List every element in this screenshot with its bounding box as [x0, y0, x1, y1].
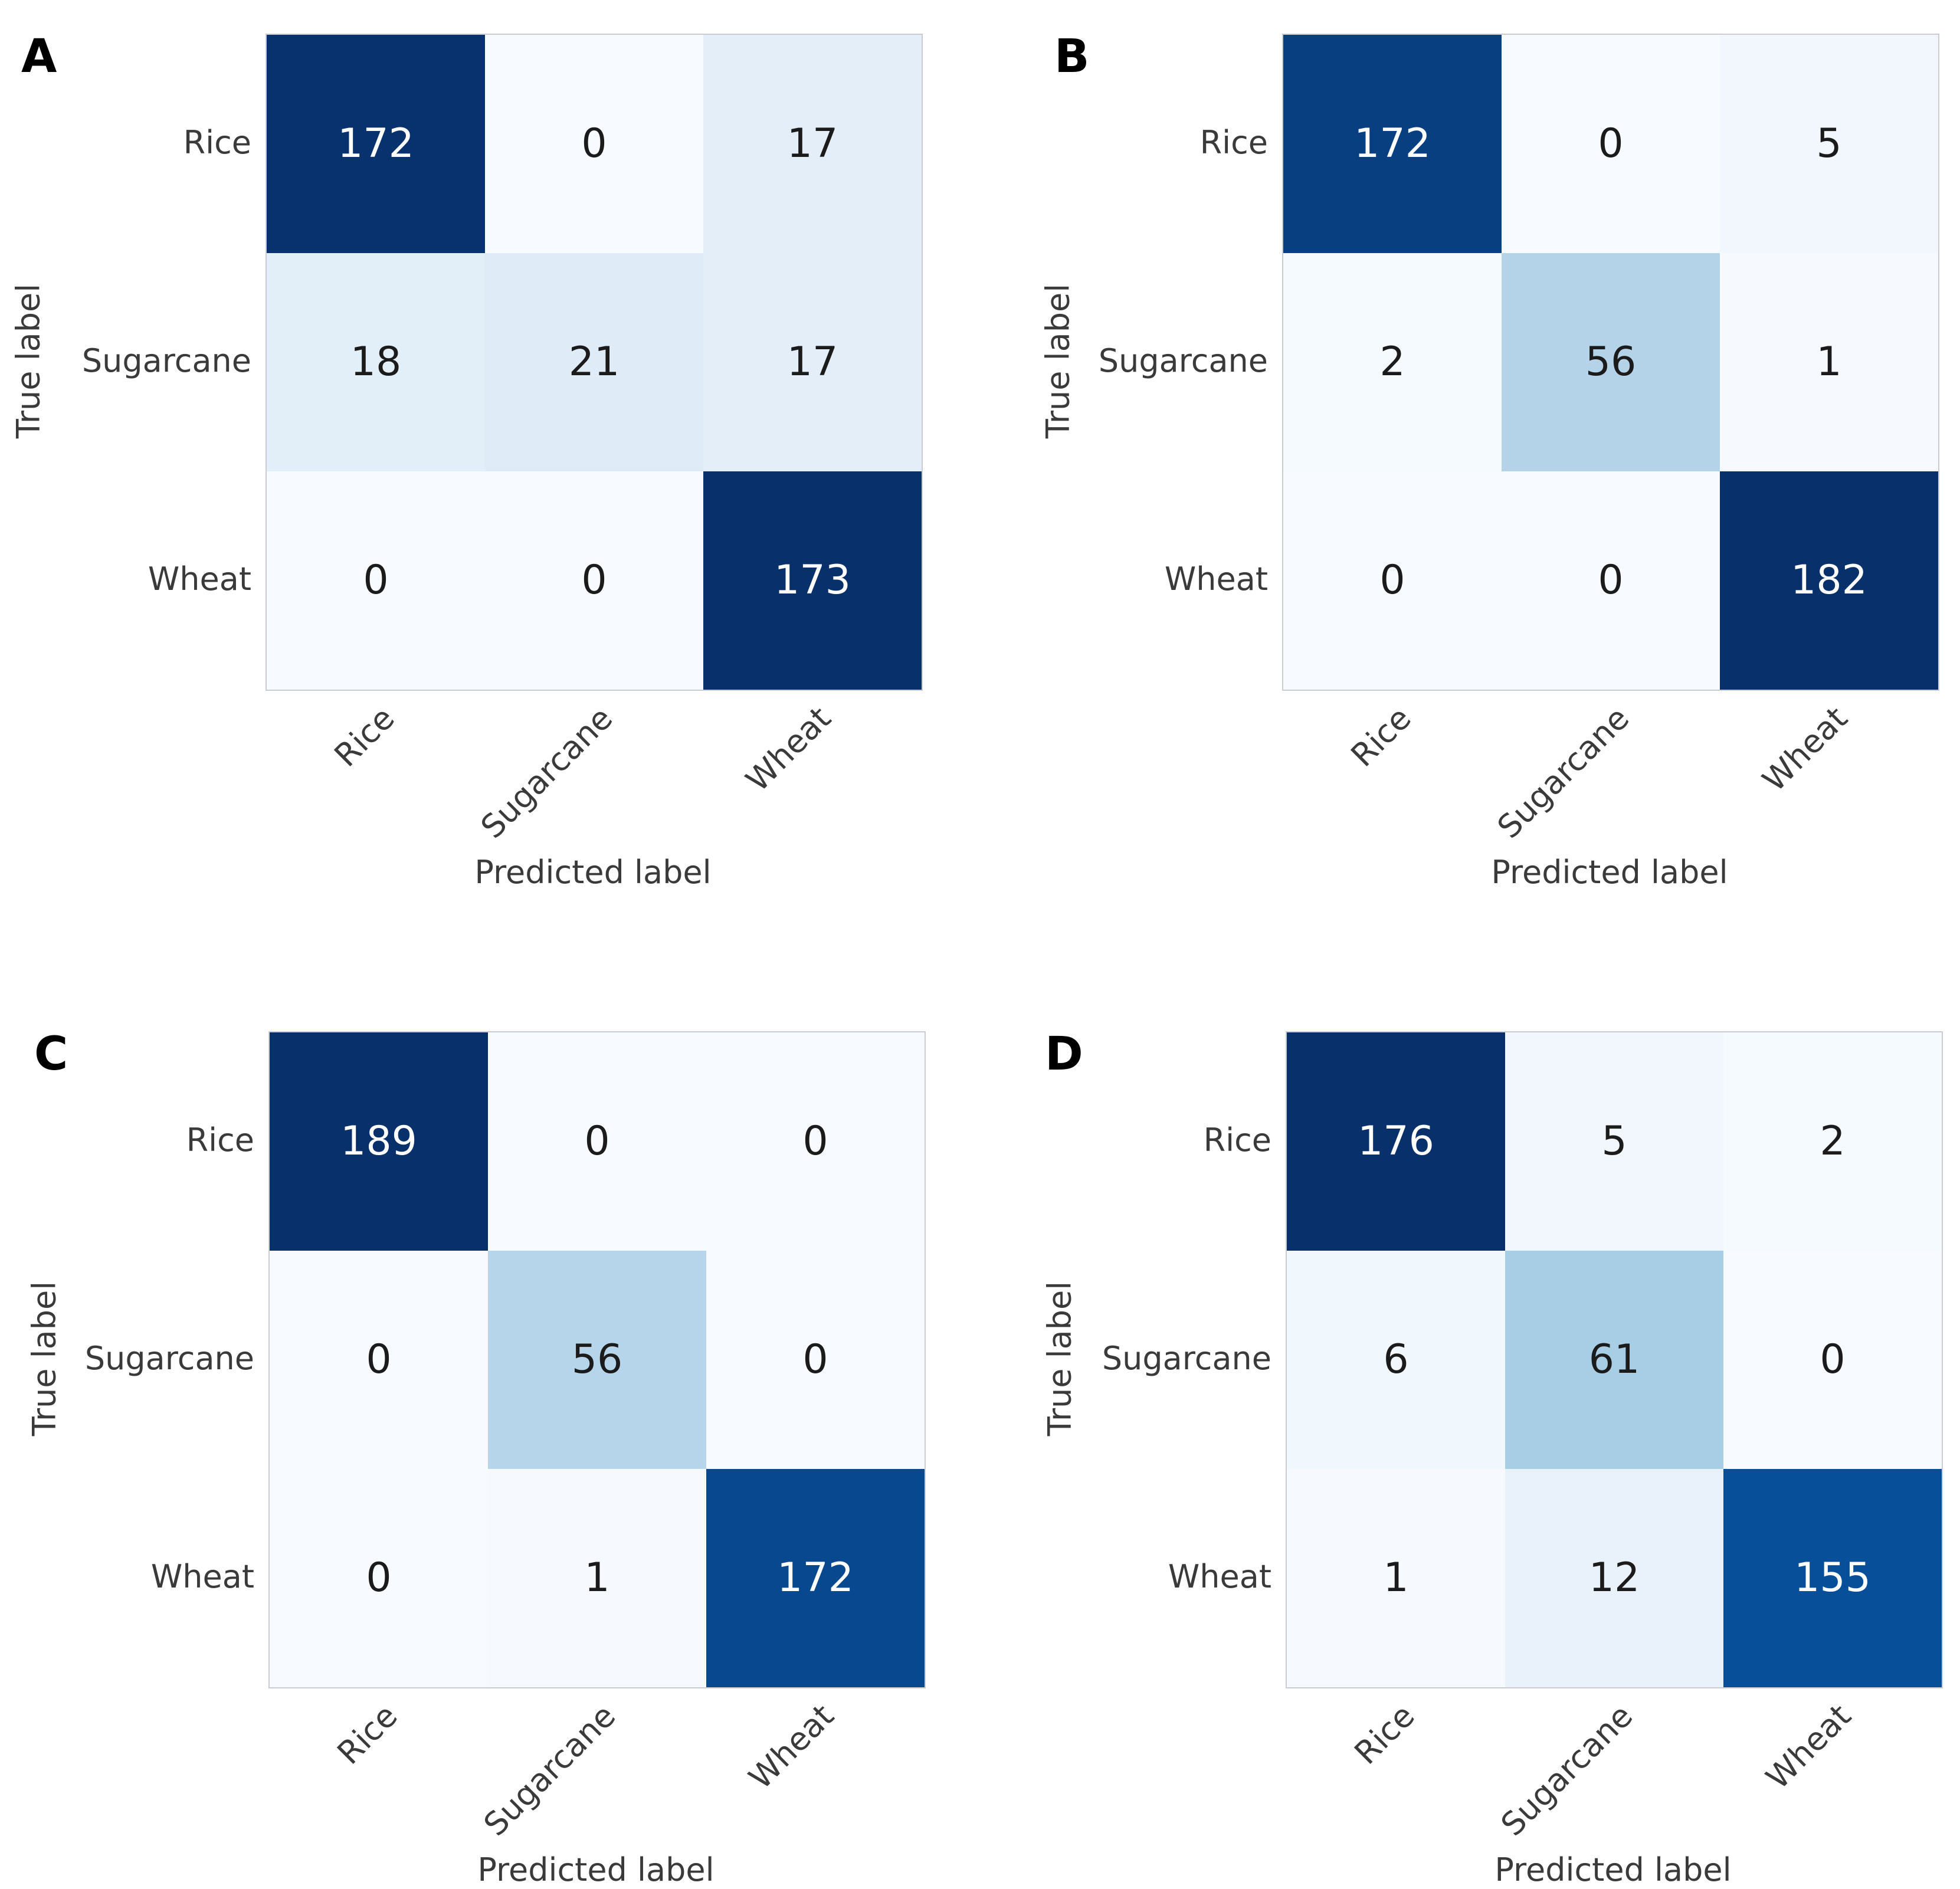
matrix-cell: 12 — [1505, 1469, 1723, 1687]
matrix-cell: 182 — [1720, 471, 1938, 690]
y-tick-sugarcane: Sugarcane — [1098, 342, 1268, 379]
y-tick-rice: Rice — [186, 1121, 254, 1159]
y-tick-wheat: Wheat — [150, 1558, 254, 1595]
x-tick-wheat: Wheat — [1755, 699, 1855, 799]
x-tick-wheat: Wheat — [1758, 1697, 1859, 1797]
y-tick-rice: Rice — [1199, 124, 1268, 161]
x-axis-title: Predicted label — [1491, 854, 1728, 891]
confusion-matrix: 172 0 17 18 21 17 0 0 173 — [266, 34, 923, 691]
x-tick-rice: Rice — [330, 1697, 405, 1772]
matrix-cell: 0 — [488, 1032, 706, 1251]
matrix-cell: 18 — [267, 253, 485, 471]
matrix-cell: 17 — [703, 35, 922, 253]
matrix-cell: 173 — [703, 471, 922, 690]
matrix-cell: 6 — [1287, 1251, 1505, 1469]
x-tick-wheat: Wheat — [738, 699, 838, 799]
y-tick-wheat: Wheat — [1164, 560, 1268, 598]
matrix-cell: 17 — [703, 253, 922, 471]
panel-b: B True label Rice Sugarcane Wheat 172 0 … — [980, 0, 1960, 944]
y-tick-sugarcane: Sugarcane — [1102, 1340, 1271, 1377]
x-axis-title: Predicted label — [1494, 1851, 1732, 1888]
matrix-cell: 5 — [1720, 35, 1938, 253]
matrix-cell: 172 — [706, 1469, 925, 1687]
matrix-cell: 176 — [1287, 1032, 1505, 1251]
matrix-cell: 0 — [1502, 471, 1720, 690]
matrix-cell: 5 — [1505, 1032, 1723, 1251]
matrix-cell: 0 — [1723, 1251, 1942, 1469]
panel-a-letter: A — [21, 30, 57, 83]
matrix-cell: 0 — [1502, 35, 1720, 253]
matrix-cell: 0 — [267, 471, 485, 690]
x-axis-title: Predicted label — [474, 854, 712, 891]
x-tick-rice: Rice — [327, 699, 402, 774]
confusion-matrix: 176 5 2 6 61 0 1 12 155 — [1286, 1031, 1943, 1688]
x-tick-sugarcane: Sugarcane — [476, 1697, 623, 1844]
confusion-matrix: 172 0 5 2 56 1 0 0 182 — [1282, 34, 1939, 691]
matrix-cell: 1 — [1287, 1469, 1505, 1687]
matrix-cell: 56 — [1502, 253, 1720, 471]
y-tick-sugarcane: Sugarcane — [84, 1340, 254, 1377]
matrix-cell: 0 — [270, 1251, 488, 1469]
matrix-cell: 21 — [485, 253, 703, 471]
matrix-cell: 0 — [706, 1251, 925, 1469]
x-tick-sugarcane: Sugarcane — [473, 699, 620, 846]
matrix-cell: 2 — [1283, 253, 1502, 471]
matrix-cell: 155 — [1723, 1469, 1942, 1687]
matrix-cell: 56 — [488, 1251, 706, 1469]
y-tick-sugarcane: Sugarcane — [81, 342, 251, 379]
x-tick-rice: Rice — [1347, 1697, 1422, 1772]
panel-b-letter: B — [1054, 30, 1090, 83]
panel-c: C True label Rice Sugarcane Wheat 189 0 … — [0, 944, 980, 1889]
matrix-cell: 1 — [1720, 253, 1938, 471]
matrix-cell: 172 — [1283, 35, 1502, 253]
confusion-matrix: 189 0 0 0 56 0 0 1 172 — [268, 1031, 926, 1688]
x-axis-title: Predicted label — [477, 1851, 714, 1888]
panel-c-letter: C — [34, 1028, 68, 1081]
matrix-cell: 61 — [1505, 1251, 1723, 1469]
matrix-cell: 0 — [270, 1469, 488, 1687]
x-tick-sugarcane: Sugarcane — [1493, 1697, 1640, 1844]
panel-d-letter: D — [1045, 1028, 1083, 1081]
matrix-cell: 1 — [488, 1469, 706, 1687]
matrix-cell: 0 — [485, 35, 703, 253]
y-tick-rice: Rice — [1203, 1121, 1271, 1159]
x-tick-sugarcane: Sugarcane — [1490, 699, 1637, 846]
y-tick-wheat: Wheat — [1168, 1558, 1271, 1595]
matrix-cell: 2 — [1723, 1032, 1942, 1251]
matrix-cell: 172 — [267, 35, 485, 253]
matrix-cell: 0 — [706, 1032, 925, 1251]
panel-d: D True label Rice Sugarcane Wheat 176 5 … — [980, 944, 1960, 1889]
y-tick-rice: Rice — [183, 124, 251, 161]
matrix-cell: 0 — [485, 471, 703, 690]
x-tick-rice: Rice — [1343, 699, 1418, 774]
matrix-cell: 189 — [270, 1032, 488, 1251]
y-tick-wheat: Wheat — [148, 560, 251, 598]
x-tick-wheat: Wheat — [741, 1697, 841, 1797]
panel-a: A True label Rice Sugarcane Wheat 172 0 … — [0, 0, 980, 944]
matrix-cell: 0 — [1283, 471, 1502, 690]
